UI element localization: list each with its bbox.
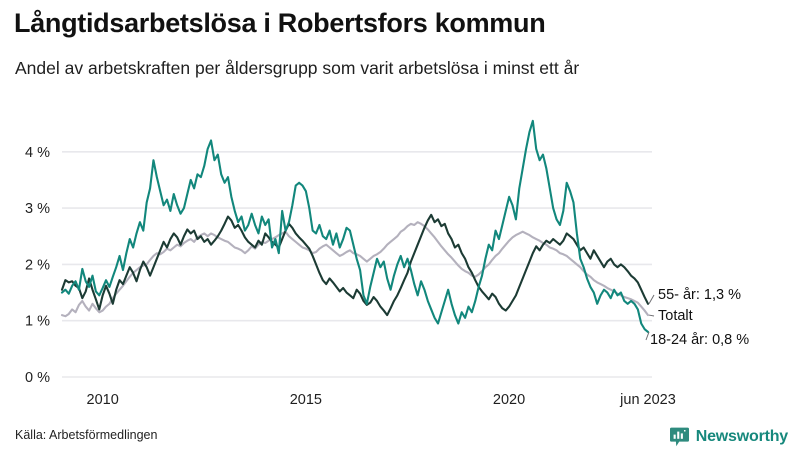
bar-chart-bubble-icon [669, 427, 689, 447]
series-label: 55- år: 1,3 % [658, 287, 741, 303]
label-connector [648, 294, 655, 305]
series-line [60, 213, 650, 317]
source-note: Källa: Arbetsförmedlingen [15, 428, 158, 442]
series-labels: 55- år: 1,3 % Totalt 18-24 år: 0,8 % [650, 287, 749, 348]
x-tick-label: 2015 [290, 392, 322, 408]
label-connector [645, 331, 650, 341]
series-line [60, 119, 650, 334]
series-line [60, 221, 650, 318]
y-tick-label: 2 % [25, 257, 50, 273]
y-tick-label: 1 % [25, 314, 50, 330]
series-label: Totalt [658, 308, 693, 324]
x-tick-label: 2020 [493, 392, 525, 408]
y-tick-label: 3 % [25, 201, 50, 217]
label-connector [648, 314, 655, 317]
y-axis-tick-labels: 0 % 1 % 2 % 3 % 4 % [25, 145, 50, 386]
x-axis-tick-labels: 2010 2015 2020 jun 2023 [87, 392, 676, 408]
page-subtitle: Andel av arbetskraften per åldersgrupp s… [15, 58, 580, 78]
brand-logo: Newsworthy [669, 427, 788, 447]
label-connector-lines [645, 294, 655, 341]
brand-name: Newsworthy [695, 428, 788, 445]
page-title: Långtidsarbetslösa i Robertsfors kommun [14, 8, 546, 38]
series-lines [60, 119, 650, 334]
series-label: 18-24 år: 0,8 % [650, 332, 749, 348]
y-tick-label: 4 % [25, 145, 50, 161]
x-tick-label: 2010 [87, 392, 119, 408]
x-tick-label: jun 2023 [619, 392, 676, 408]
y-tick-label: 0 % [25, 370, 50, 386]
